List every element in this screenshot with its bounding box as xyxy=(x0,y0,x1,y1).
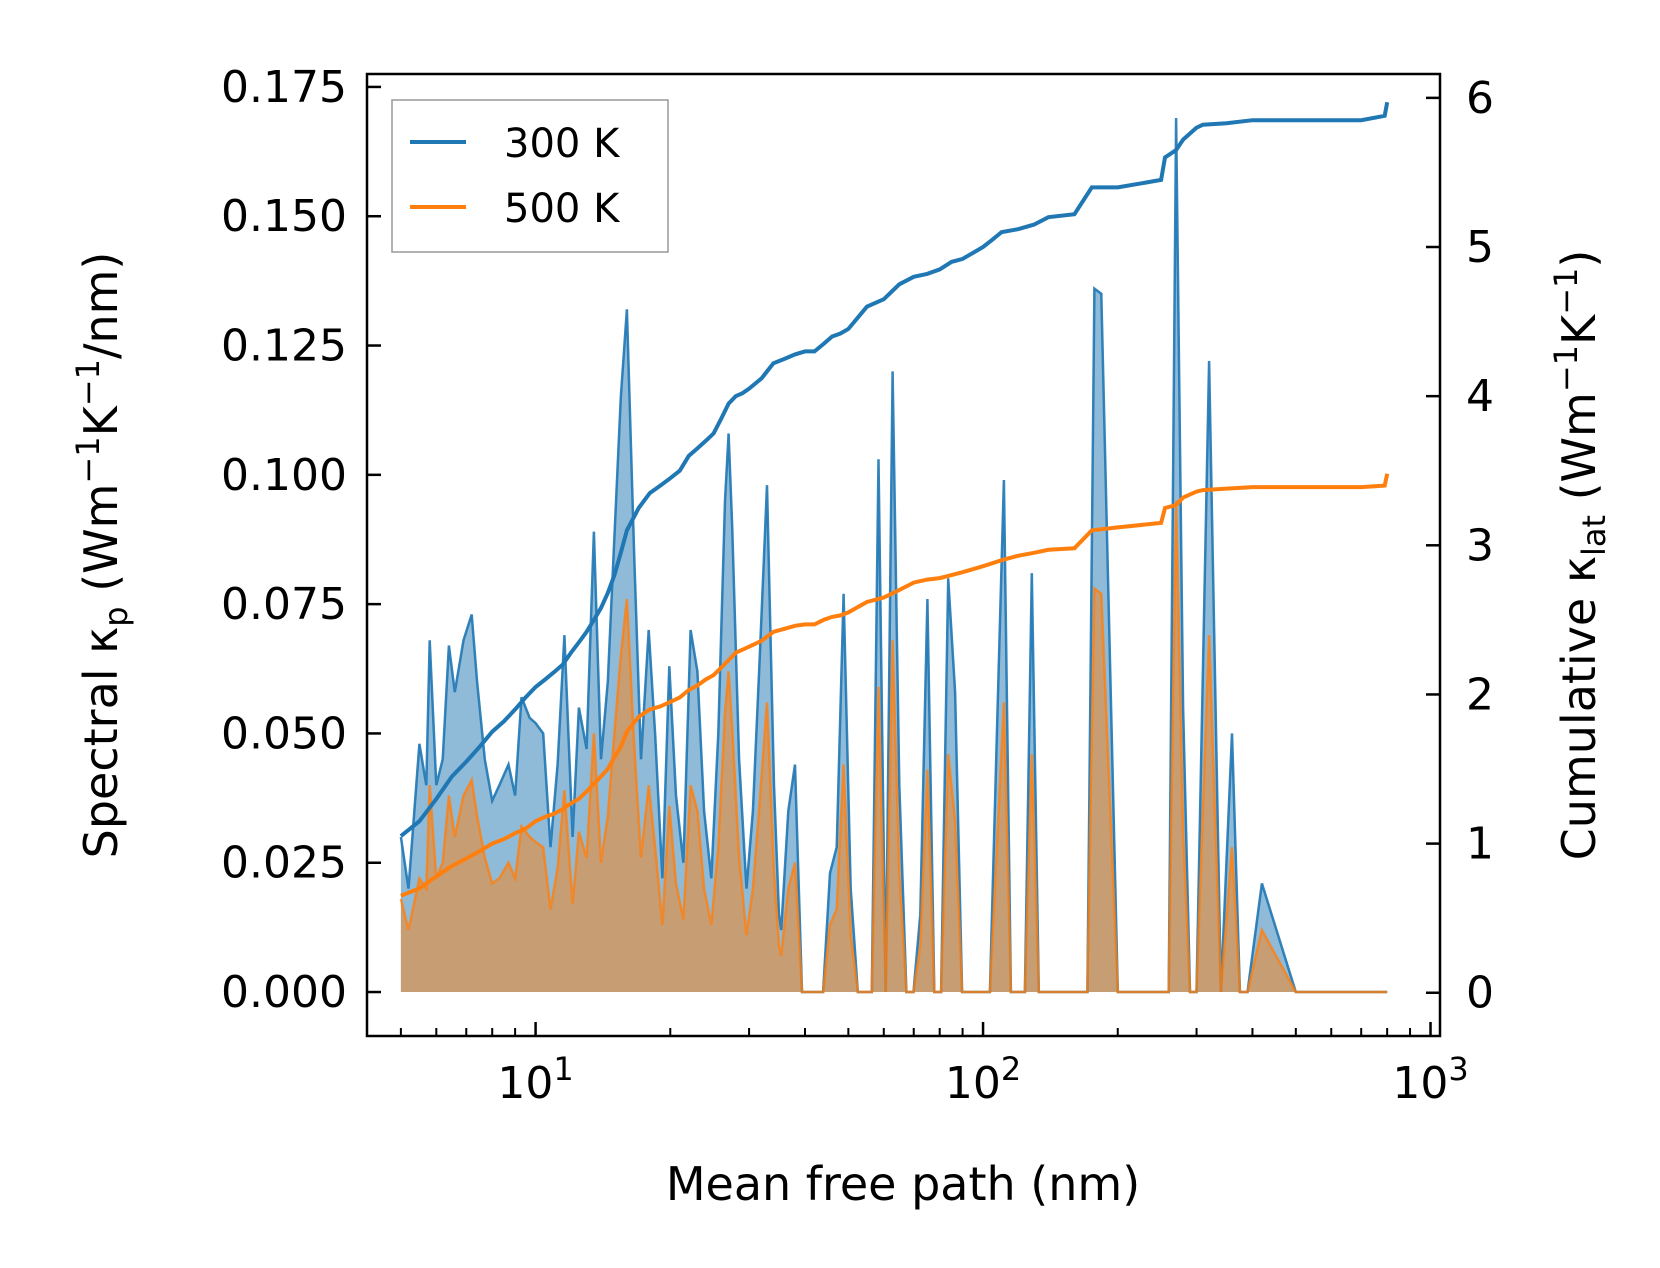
legend-label-300K: 300 K xyxy=(504,121,621,167)
cumulative-500K-line xyxy=(400,473,1390,898)
spectral-300K-fill xyxy=(400,118,1388,992)
y-tick-label: 0.075 xyxy=(221,579,347,630)
y-tick-label: 0.025 xyxy=(221,838,347,889)
y2-tick-label: 3 xyxy=(1466,520,1494,571)
y2-axis-label: Cumulative κlat (Wm−1K−1) xyxy=(1547,250,1613,861)
axes-ticks: 0.000 0.025 0.050 0.075 0.100 0.125 0.150 0.175… xyxy=(221,62,1494,1109)
x-axis-label: Mean free path (nm) xyxy=(666,1157,1140,1211)
y2-tick-label: 1 xyxy=(1466,819,1494,870)
y2-tick-label: 6 xyxy=(1466,73,1494,124)
legend-box xyxy=(391,99,669,253)
y2-tick-label: 2 xyxy=(1466,669,1494,720)
spectral-500K-line xyxy=(399,500,1388,994)
y-tick-label: 0.000 xyxy=(221,967,347,1018)
x-tick-label: 101 xyxy=(497,1050,573,1109)
y-tick-label: 0.125 xyxy=(221,321,347,372)
y2-tick-label: 0 xyxy=(1466,968,1494,1019)
y2-tick-label: 5 xyxy=(1466,222,1494,273)
legend-label-500K: 500 K xyxy=(504,186,621,232)
y-tick-label: 0.150 xyxy=(221,191,347,242)
y-axis-label: Spectral κp (Wm−1K−1/nm) xyxy=(69,252,135,859)
y2-tick-label: 4 xyxy=(1466,371,1494,422)
y-tick-label: 0.175 xyxy=(221,62,347,113)
plot-area xyxy=(399,101,1390,994)
legend: 300 K 500 K xyxy=(391,99,669,253)
y-tick-label: 0.050 xyxy=(221,708,347,759)
x-tick-label: 103 xyxy=(1392,1050,1468,1109)
x-tick-label: 102 xyxy=(945,1050,1021,1109)
spectral-500K-fill xyxy=(400,500,1388,992)
cumulative-300K-line xyxy=(399,101,1390,838)
y-tick-label: 0.100 xyxy=(221,450,347,501)
plot-frame xyxy=(365,72,1442,1038)
